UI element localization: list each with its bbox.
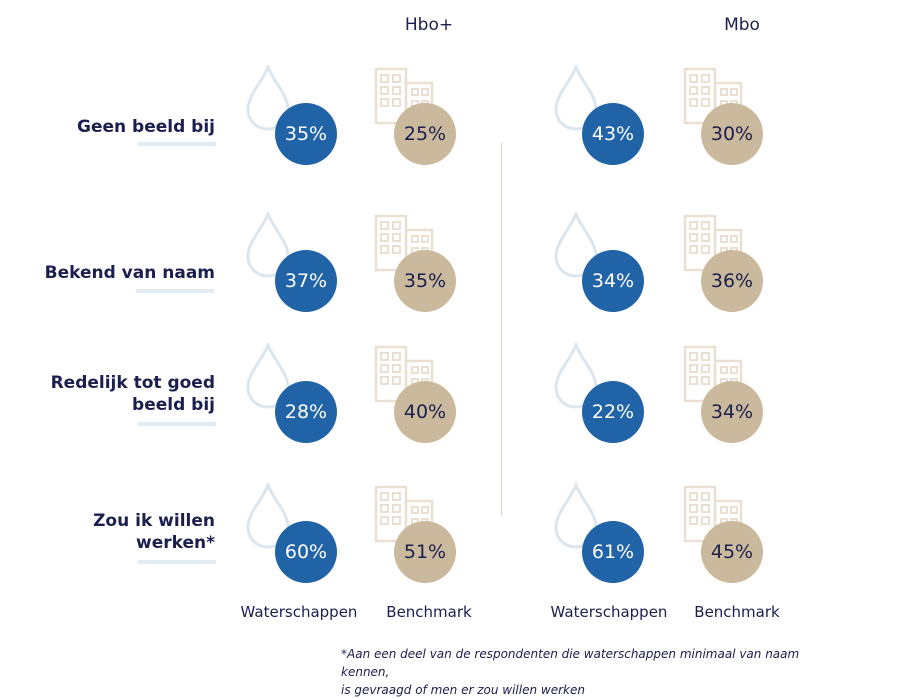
benchmark-value: 25% (394, 103, 456, 165)
row-label-line2: beeld bij (132, 395, 215, 415)
row-label: Bekend van naam (5, 262, 215, 284)
waterschappen-value: 60% (275, 521, 337, 583)
header-hbo: Hbo+ (404, 15, 454, 35)
water-drop-icon (552, 340, 600, 413)
row-label-line2: werken* (136, 533, 215, 553)
row-label-line1: Geen beeld bij (76, 117, 215, 137)
waterschappen-value: 28% (275, 381, 337, 443)
row-label-line1: Bekend van naam (44, 263, 215, 283)
footer-mbo-bench: Benchmark (694, 603, 780, 621)
row-underline (138, 422, 216, 426)
water-drop-icon (552, 62, 600, 135)
water-drop-icon (244, 62, 292, 135)
row-underline (138, 560, 216, 564)
waterschappen-value: 37% (275, 250, 337, 312)
water-drop-icon (552, 209, 600, 282)
water-drop-icon (244, 480, 292, 553)
footer-mbo-water: Waterschappen (550, 603, 668, 621)
waterschappen-value: 22% (582, 381, 644, 443)
benchmark-value: 30% (701, 103, 763, 165)
row-label-line1: Zou ik willen (93, 511, 215, 531)
waterschappen-value: 43% (582, 103, 644, 165)
column-divider (501, 143, 502, 515)
row-underline (138, 142, 216, 146)
waterschappen-value: 35% (275, 103, 337, 165)
footnote-line2: is gevraagd of men er zou willen werken (341, 683, 585, 697)
waterschappen-value: 34% (582, 250, 644, 312)
footnote-line1: *Aan een deel van de respondenten die wa… (341, 647, 800, 679)
benchmark-value: 45% (701, 521, 763, 583)
row-label: Redelijk tot goed beeld bij (5, 372, 215, 416)
water-drop-icon (244, 209, 292, 282)
benchmark-value: 34% (701, 381, 763, 443)
water-drop-icon (552, 480, 600, 553)
building-icon (679, 343, 747, 407)
benchmark-value: 51% (394, 521, 456, 583)
row-underline (136, 289, 214, 293)
water-drop-icon (244, 340, 292, 413)
row-label-line1: Redelijk tot goed (50, 373, 215, 393)
footer-hbo-bench: Benchmark (386, 603, 472, 621)
waterschappen-value: 61% (582, 521, 644, 583)
header-mbo: Mbo (724, 15, 760, 35)
footer-hbo-water: Waterschappen (240, 603, 358, 621)
benchmark-value: 35% (394, 250, 456, 312)
row-label: Geen beeld bij (5, 116, 215, 138)
row-label: Zou ik willen werken* (5, 510, 215, 554)
benchmark-value: 40% (394, 381, 456, 443)
benchmark-value: 36% (701, 250, 763, 312)
